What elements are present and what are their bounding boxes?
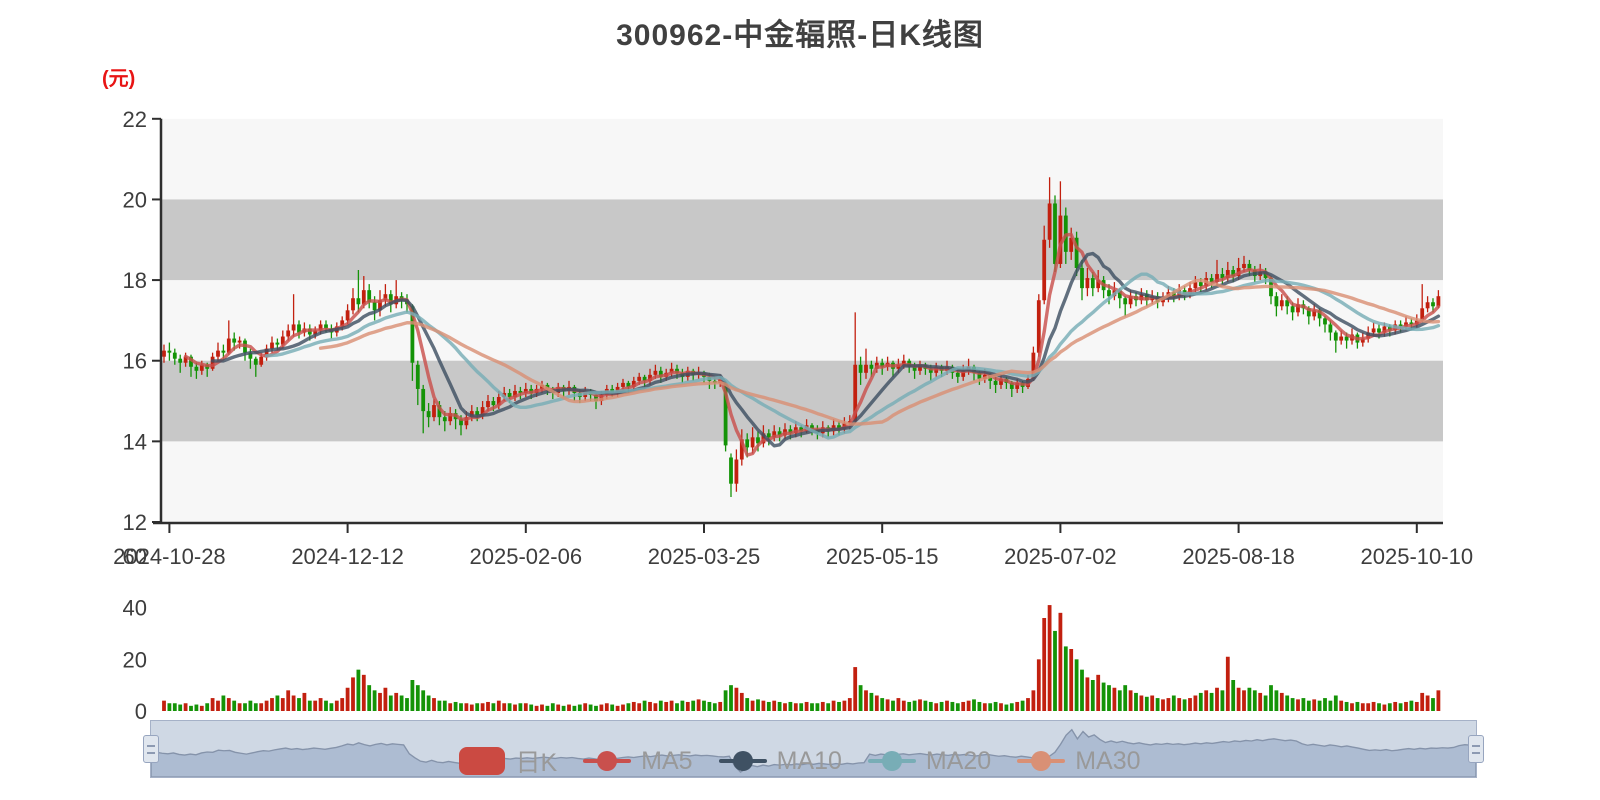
svg-text:2025-07-02: 2025-07-02: [1004, 544, 1117, 569]
svg-text:2024-10-28: 2024-10-28: [113, 544, 226, 569]
price-unit-label: (元): [102, 68, 136, 90]
legend-item-ma20[interactable]: MA20: [867, 746, 992, 776]
svg-text:18: 18: [123, 268, 147, 293]
svg-text:2025-08-18: 2025-08-18: [1182, 544, 1295, 569]
legend-label: MA20: [925, 746, 992, 775]
legend-item-kline[interactable]: 日K: [459, 743, 557, 779]
ma20-legend-symbol: [867, 751, 916, 771]
svg-text:2025-03-25: 2025-03-25: [648, 544, 761, 569]
svg-text:2025-05-15: 2025-05-15: [826, 544, 939, 569]
svg-text:12: 12: [123, 510, 147, 535]
svg-text:2025-10-10: 2025-10-10: [1361, 544, 1474, 569]
datazoom-right-handle[interactable]: [1468, 735, 1484, 763]
legend-label: MA10: [776, 746, 842, 775]
svg-text:16: 16: [123, 349, 147, 374]
legend-label: 日K: [515, 749, 558, 777]
legend-item-ma30[interactable]: MA30: [1017, 746, 1141, 776]
svg-text:0: 0: [135, 699, 147, 724]
svg-text:2025-02-06: 2025-02-06: [470, 544, 583, 569]
svg-text:14: 14: [123, 429, 147, 454]
ma10-legend-symbol: [718, 751, 767, 771]
ma5-legend-symbol: [583, 751, 632, 771]
ma30-legend-symbol: [1017, 751, 1066, 771]
chart-title: 300962-中金辐照-日K线图: [616, 19, 984, 52]
svg-text:20: 20: [123, 647, 147, 672]
svg-text:40: 40: [123, 596, 147, 621]
kline-legend-symbol: [459, 747, 506, 775]
svg-text:22: 22: [123, 107, 147, 132]
series-legend: 日K MA5 MA10 MA20 MA30: [0, 744, 1600, 778]
datazoom-left-handle[interactable]: [143, 735, 159, 763]
svg-text:60: 60: [123, 544, 147, 569]
svg-text:20: 20: [123, 187, 147, 212]
svg-text:2024-12-12: 2024-12-12: [291, 544, 404, 569]
legend-label: MA5: [641, 746, 693, 775]
legend-item-ma5[interactable]: MA5: [583, 746, 693, 776]
legend-label: MA30: [1075, 746, 1141, 775]
legend-item-ma10[interactable]: MA10: [718, 746, 842, 776]
